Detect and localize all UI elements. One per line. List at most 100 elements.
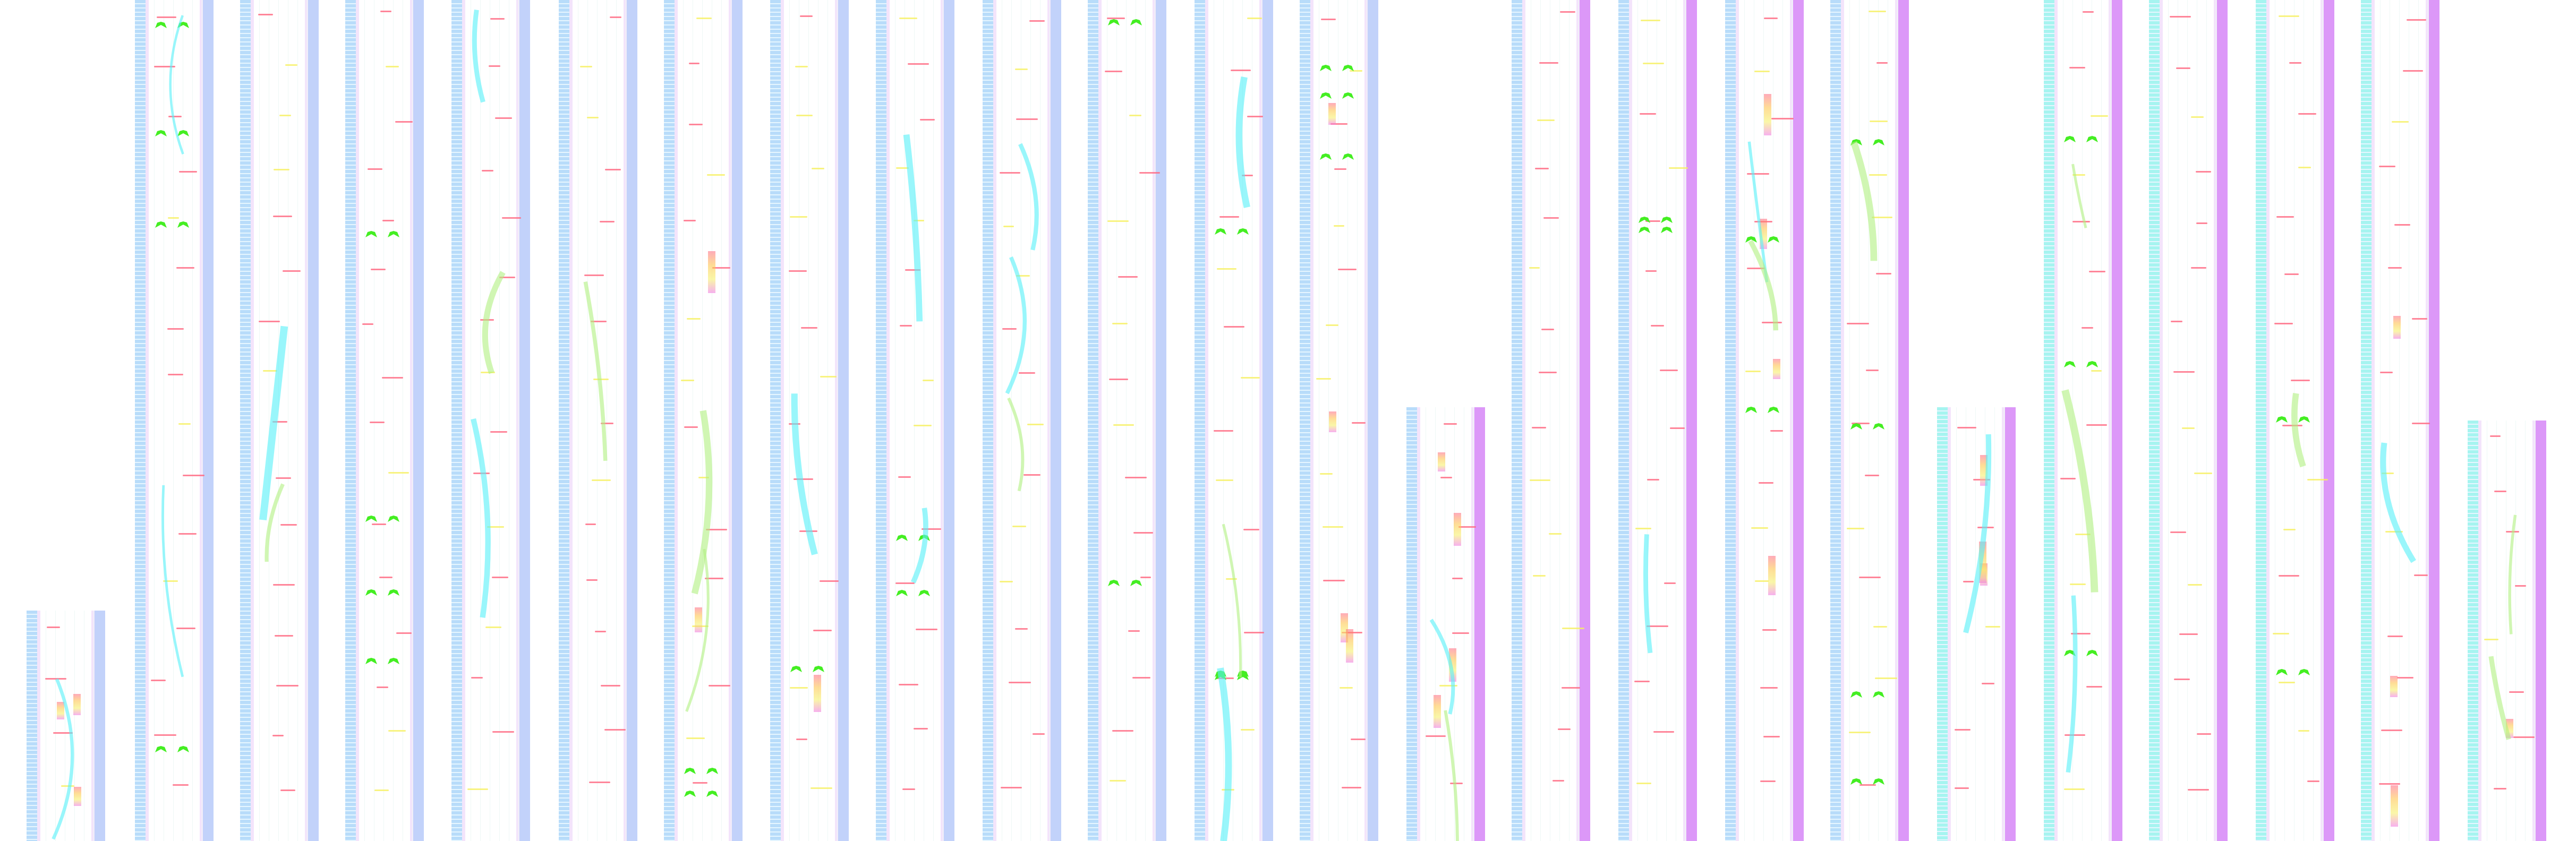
yellow-marker bbox=[386, 66, 399, 68]
green-peak-mark bbox=[918, 533, 930, 541]
green-peak-mark bbox=[177, 220, 189, 228]
red-marker bbox=[604, 728, 626, 731]
red-marker bbox=[2387, 635, 2403, 637]
highlight-band bbox=[57, 702, 65, 719]
highlight-band bbox=[73, 787, 81, 806]
grid-line bbox=[1782, 0, 1783, 841]
track-column bbox=[1195, 0, 1273, 841]
red-marker bbox=[2403, 70, 2424, 72]
red-marker bbox=[1104, 71, 1123, 73]
right-strip-edge bbox=[200, 0, 203, 841]
red-marker bbox=[688, 63, 700, 65]
red-marker bbox=[1452, 632, 1469, 634]
red-marker bbox=[1219, 216, 1239, 218]
grid-line bbox=[1347, 0, 1348, 841]
red-marker bbox=[1552, 779, 1564, 782]
green-peak-mark bbox=[2086, 359, 2098, 367]
green-peak-mark bbox=[1215, 227, 1226, 235]
yellow-marker bbox=[796, 114, 813, 116]
red-marker bbox=[2072, 220, 2091, 222]
yellow-marker bbox=[1846, 528, 1865, 530]
right-strip bbox=[2005, 407, 2016, 841]
left-strip bbox=[1406, 407, 1417, 841]
red-marker bbox=[1107, 17, 1125, 19]
grid-line bbox=[2515, 420, 2516, 841]
red-marker bbox=[167, 374, 184, 376]
red-marker bbox=[1425, 735, 1446, 737]
yellow-marker bbox=[1015, 68, 1028, 70]
right-strip-edge bbox=[1790, 0, 1793, 841]
green-peak-mark bbox=[365, 229, 377, 238]
right-strip-edge bbox=[305, 0, 308, 841]
grid-line bbox=[1126, 0, 1127, 841]
red-marker bbox=[585, 524, 596, 526]
left-strip-edge bbox=[462, 0, 465, 841]
link-curve bbox=[1643, 534, 1653, 654]
grid-line bbox=[393, 0, 394, 841]
green-peak-mark bbox=[155, 128, 167, 136]
link-curve bbox=[1018, 143, 1039, 251]
yellow-marker bbox=[591, 479, 611, 482]
red-marker bbox=[813, 629, 832, 631]
red-marker bbox=[2380, 372, 2393, 374]
yellow-marker bbox=[374, 789, 389, 791]
red-marker bbox=[176, 628, 196, 630]
red-marker bbox=[495, 117, 512, 119]
grid-line bbox=[702, 0, 703, 841]
red-marker bbox=[2086, 424, 2108, 426]
yellow-marker bbox=[1751, 527, 1768, 529]
left-strip-edge bbox=[2372, 0, 2375, 841]
track-column bbox=[2149, 0, 2228, 841]
green-peak-mark bbox=[1661, 225, 1673, 234]
left-strip-edge bbox=[1736, 0, 1739, 841]
grid-line bbox=[1647, 0, 1648, 841]
left-strip bbox=[770, 0, 781, 841]
green-peak-mark bbox=[2298, 667, 2310, 675]
yellow-marker bbox=[2298, 167, 2311, 169]
left-strip-edge bbox=[1417, 407, 1420, 841]
left-strip-edge bbox=[886, 0, 890, 841]
grid-line bbox=[2082, 0, 2083, 841]
link-curve bbox=[482, 271, 506, 374]
highlight-band bbox=[1437, 452, 1445, 471]
yellow-marker bbox=[274, 168, 289, 170]
green-peak-mark bbox=[2064, 359, 2076, 367]
red-marker bbox=[1640, 113, 1657, 115]
grid-line bbox=[1637, 0, 1638, 841]
red-marker bbox=[1351, 738, 1366, 740]
grid-line bbox=[1011, 0, 1012, 841]
green-peak-mark bbox=[1130, 18, 1142, 26]
green-peak-mark bbox=[177, 20, 189, 29]
track-column bbox=[2361, 0, 2439, 841]
red-marker bbox=[492, 576, 509, 578]
green-peak-mark bbox=[1873, 422, 1884, 430]
red-marker bbox=[2394, 224, 2410, 226]
green-peak-mark bbox=[2276, 415, 2288, 423]
grid-line bbox=[154, 0, 155, 841]
red-marker bbox=[1444, 423, 1457, 425]
grid-line bbox=[412, 0, 413, 841]
red-marker bbox=[1876, 62, 1888, 64]
grid-line bbox=[1473, 407, 1474, 841]
yellow-marker bbox=[1870, 121, 1888, 123]
track-column bbox=[1300, 0, 1378, 841]
yellow-marker bbox=[2182, 427, 2195, 429]
track-column bbox=[1406, 407, 1485, 841]
red-marker bbox=[153, 65, 175, 67]
link-curve bbox=[259, 325, 288, 520]
left-strip-edge bbox=[356, 0, 359, 841]
green-peak-mark bbox=[1850, 138, 1862, 145]
red-marker bbox=[283, 270, 301, 272]
track-column bbox=[1618, 0, 1697, 841]
yellow-marker bbox=[2190, 116, 2204, 118]
yellow-marker bbox=[1848, 731, 1871, 733]
yellow-marker bbox=[1349, 70, 1362, 72]
green-peak-mark bbox=[1850, 422, 1862, 430]
red-marker bbox=[1670, 427, 1685, 430]
green-peak-mark bbox=[155, 20, 167, 29]
yellow-marker bbox=[388, 472, 409, 474]
red-marker bbox=[2381, 730, 2403, 732]
grid-line bbox=[1878, 0, 1879, 841]
link-curve bbox=[1235, 76, 1250, 208]
red-marker bbox=[1761, 322, 1782, 324]
